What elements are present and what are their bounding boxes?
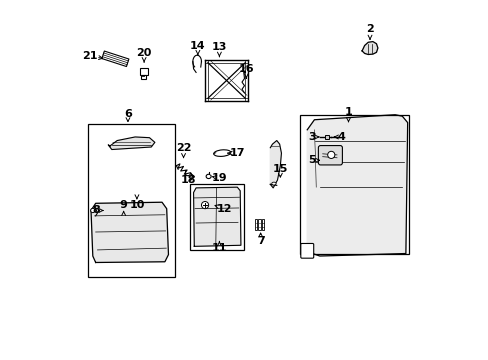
Text: 22: 22 [175,143,191,153]
Text: 1: 1 [344,107,352,117]
Bar [325,135,328,139]
Text: 12: 12 [217,204,232,214]
FancyBboxPatch shape [318,145,342,165]
Polygon shape [270,140,281,188]
Bar [258,220,260,230]
Text: 7: 7 [256,236,264,246]
Text: 19: 19 [211,173,227,183]
Bar [190,184,244,250]
Bar [88,125,174,277]
Polygon shape [306,115,407,256]
Polygon shape [193,187,241,246]
Polygon shape [102,51,129,67]
Circle shape [90,208,95,213]
Text: 2: 2 [366,24,373,35]
Bar [255,220,257,230]
Bar [261,220,264,230]
FancyBboxPatch shape [300,243,313,258]
Text: 10: 10 [129,200,144,210]
Circle shape [327,151,334,158]
Text: 13: 13 [211,42,226,52]
Text: 17: 17 [229,148,244,158]
Text: 20: 20 [136,48,151,58]
Text: 9: 9 [120,200,127,210]
Ellipse shape [213,150,230,156]
Text: 16: 16 [238,64,254,74]
Bar [300,116,408,253]
Text: 4: 4 [337,132,345,142]
Text: 15: 15 [272,164,287,174]
Ellipse shape [271,182,276,185]
Text: 8: 8 [92,206,100,216]
Text: 18: 18 [181,175,196,185]
Text: 5: 5 [307,155,315,165]
Circle shape [201,202,208,209]
Text: 21: 21 [81,51,97,61]
Text: 3: 3 [307,132,315,142]
Text: 14: 14 [190,41,205,50]
Polygon shape [91,202,168,262]
FancyBboxPatch shape [141,75,145,78]
Text: 6: 6 [124,109,132,119]
Polygon shape [362,41,377,54]
Polygon shape [108,137,155,149]
Text: 11: 11 [211,243,227,253]
FancyBboxPatch shape [140,68,148,75]
